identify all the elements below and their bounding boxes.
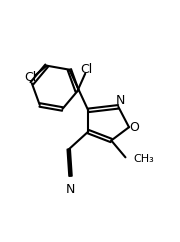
Text: N: N (116, 94, 125, 106)
Text: O: O (130, 121, 140, 134)
Text: Cl: Cl (80, 63, 92, 76)
Text: Cl: Cl (25, 71, 37, 84)
Text: N: N (66, 183, 75, 196)
Text: CH₃: CH₃ (133, 154, 154, 164)
